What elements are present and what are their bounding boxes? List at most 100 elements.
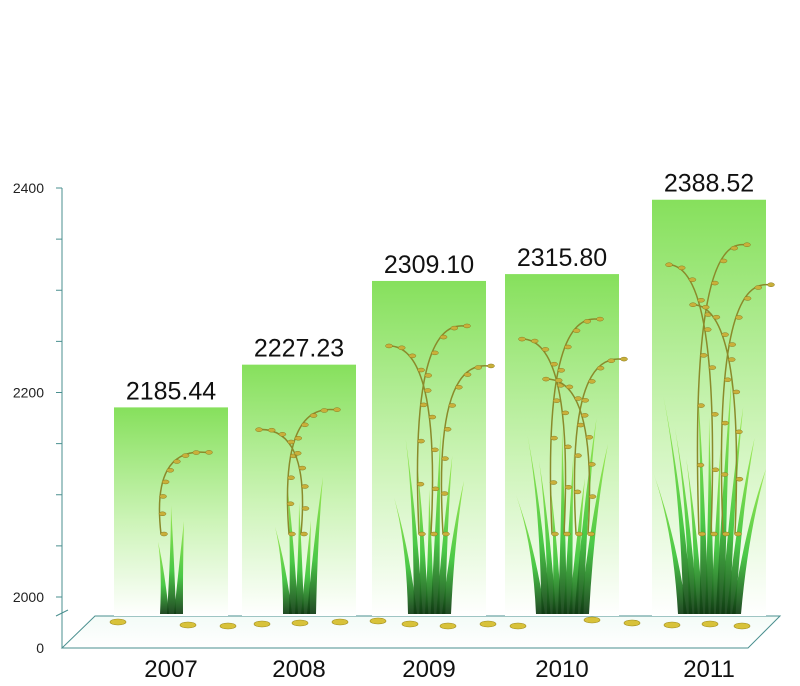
rice-grain	[711, 412, 719, 417]
rice-grain	[300, 531, 308, 537]
x-category-label: 2007	[144, 656, 197, 683]
rice-grain	[287, 475, 295, 480]
floor-rice-grain	[663, 621, 681, 629]
data-label-2010: 2315.80	[517, 244, 607, 272]
rice-grain	[158, 511, 167, 517]
y-tick-label: 2200	[13, 385, 44, 401]
rice-grain	[294, 435, 302, 441]
rice-grain	[294, 450, 302, 456]
rice-leaf	[721, 406, 744, 614]
rice-leaf	[516, 495, 545, 614]
rice-grain	[585, 435, 594, 440]
rice-leaf	[663, 396, 693, 614]
rice-grain	[711, 467, 720, 473]
rice-leaf	[569, 478, 585, 614]
data-labels-group: 2185.44 2227.23 2309.10 2315.80 2388.52	[126, 170, 754, 406]
rice-grain	[542, 376, 550, 382]
rice-grain	[166, 468, 174, 473]
y-axis-break	[55, 609, 69, 617]
rice-grain	[596, 365, 605, 371]
rice-grain	[288, 531, 296, 537]
rice-leaf	[275, 526, 292, 614]
rice-leaf	[715, 375, 732, 614]
rice-leaf	[705, 417, 714, 614]
rice-grain	[710, 531, 718, 537]
rice-grain	[301, 506, 310, 511]
rice-leaf	[697, 386, 709, 614]
rice-grains-group	[109, 616, 751, 630]
rice-leaf	[558, 427, 567, 614]
floor-rice-grain	[109, 618, 127, 626]
rice-grain	[575, 531, 583, 537]
rice-grain	[205, 450, 213, 455]
x-category-label: 2009	[402, 656, 455, 683]
y-axis-ticks: 2400 2200 2000 0	[13, 180, 69, 656]
rice-grain	[301, 422, 309, 428]
rice-grain	[563, 531, 571, 537]
rice-grain	[704, 327, 712, 332]
rice-grain	[418, 531, 426, 537]
rice-grain	[708, 365, 717, 370]
rice-grain	[576, 422, 585, 428]
rice-grain	[442, 531, 450, 537]
floor-rice-grain	[331, 618, 349, 626]
floor-rice-grain	[253, 620, 271, 628]
rice-grain	[431, 447, 439, 453]
rice-grain	[697, 403, 705, 408]
rice-grain	[333, 407, 341, 412]
rice-leaf	[287, 483, 298, 614]
floor-rice-grain	[583, 616, 601, 624]
rice-leaf	[430, 430, 441, 614]
rice-leaf	[652, 469, 687, 614]
rice-grain	[554, 378, 563, 383]
rice-grain	[689, 302, 697, 307]
rice-grain	[298, 465, 307, 471]
rice-grain	[530, 338, 539, 344]
rice-grain	[688, 277, 697, 282]
rice-grain	[443, 426, 452, 432]
rice-grain	[696, 462, 705, 468]
rice-grain	[440, 491, 449, 496]
rice-grain	[620, 356, 628, 362]
rice-grain	[397, 345, 406, 351]
rice-grain	[574, 396, 582, 401]
floor-rice-grain	[733, 622, 751, 630]
rice-grain	[581, 398, 589, 403]
rice-grain	[743, 242, 751, 247]
rice-leaf	[295, 501, 304, 614]
rice-plant-2007	[158, 450, 213, 614]
rice-grain	[735, 476, 744, 482]
rice-grain	[160, 531, 168, 537]
rice-grain	[518, 336, 526, 342]
rice-grain	[588, 379, 596, 384]
rice-grain	[549, 480, 558, 485]
rice-grain	[698, 531, 706, 537]
rice-grain	[561, 410, 570, 416]
rice-grain	[441, 456, 449, 461]
floor-rice-grain	[179, 621, 197, 629]
rice-grain	[431, 486, 440, 492]
rice-leaf	[158, 541, 169, 614]
rice-grain	[596, 316, 604, 322]
rice-grain	[541, 347, 550, 352]
rice-leaf	[580, 444, 608, 614]
x-category-label: 2010	[535, 656, 588, 683]
rice-grain	[430, 531, 438, 537]
x-category-label: 2011	[683, 656, 735, 683]
rice-grain	[721, 420, 729, 426]
data-label-2007: 2185.44	[126, 377, 216, 405]
rice-grain	[408, 353, 417, 359]
rice-leaf	[710, 448, 721, 614]
rice-grain	[455, 384, 463, 390]
rice-grain	[728, 357, 736, 362]
rice-leaf	[726, 437, 755, 614]
rice-leaf	[527, 435, 551, 614]
rice-plants-group	[158, 242, 775, 614]
rice-grain	[286, 501, 295, 507]
data-label-2008: 2227.23	[254, 335, 344, 363]
rice-grain	[564, 484, 573, 490]
category-labels-group: 2007 2008 2009 2010 2011	[144, 656, 735, 683]
rice-leaf	[442, 480, 464, 614]
rice-grain	[720, 472, 729, 477]
rice-grain	[419, 402, 428, 408]
